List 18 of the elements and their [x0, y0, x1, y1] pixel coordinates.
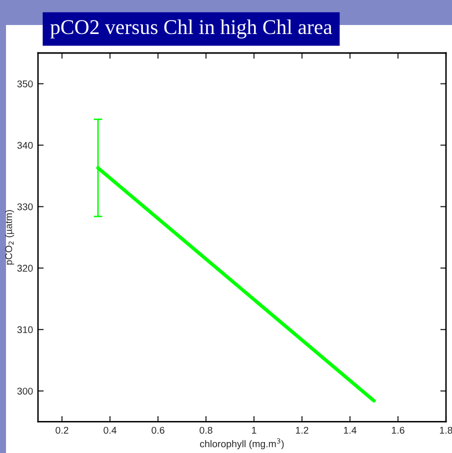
x-tick-label: 1.4 — [344, 426, 356, 434]
y-axis-title: pCO$_{2}$ (µatm) — [5, 210, 14, 265]
y-tick-label: 300 — [17, 388, 33, 395]
x-axis-title: chlorophyll (mg.m$^{3}$) — [200, 438, 284, 450]
x-tick-label: 0.6 — [152, 426, 164, 434]
chart-title: pCO2 versus Chl in high Chl area — [50, 20, 332, 38]
y-tick-label: 330 — [17, 203, 33, 210]
x-tick-label: 0.4 — [104, 426, 116, 434]
y-tick-label: 310 — [17, 326, 33, 334]
y-tick-label: 320 — [17, 264, 33, 272]
x-tick-label: 0.8 — [200, 426, 212, 434]
x-tick-label: 1 — [252, 426, 256, 434]
x-tick-label: 1.6 — [392, 426, 404, 434]
x-tick-label: 1.2 — [296, 426, 308, 434]
y-tick-label: 340 — [17, 142, 33, 149]
x-tick-label: 1.8 — [440, 426, 452, 434]
x-tick-label: 0.2 — [56, 426, 68, 434]
y-tick-label: 350 — [17, 80, 33, 88]
